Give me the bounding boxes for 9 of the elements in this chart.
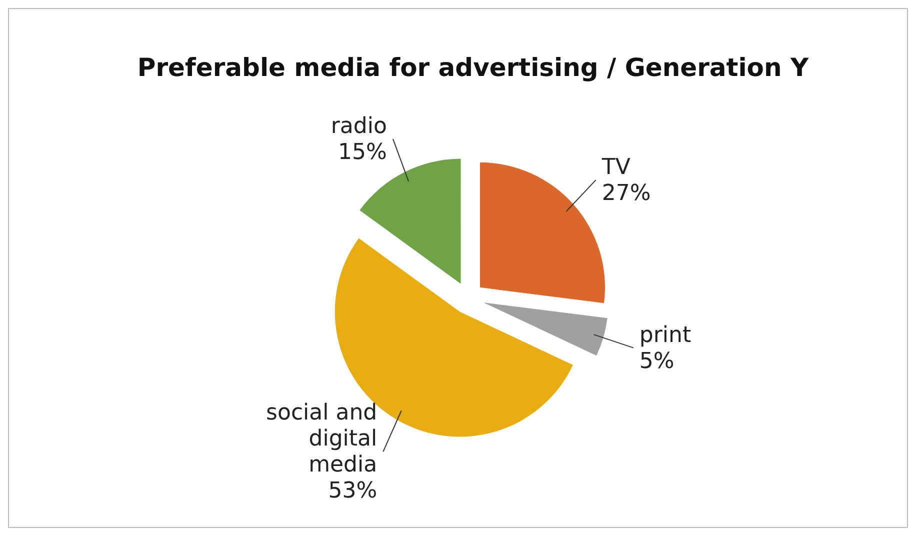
slice-label: print [639,322,692,348]
data-label: 53% [328,478,378,504]
slice-label: TV [600,154,630,180]
data-label: 15% [338,140,387,165]
slice-label: radio [330,114,387,139]
chart-title: Preferable media for advertising / Generation Y [137,53,810,82]
data-label: 5% [639,348,674,374]
data-label: 27% [602,180,651,206]
slice-label: social and digital media [266,400,378,478]
